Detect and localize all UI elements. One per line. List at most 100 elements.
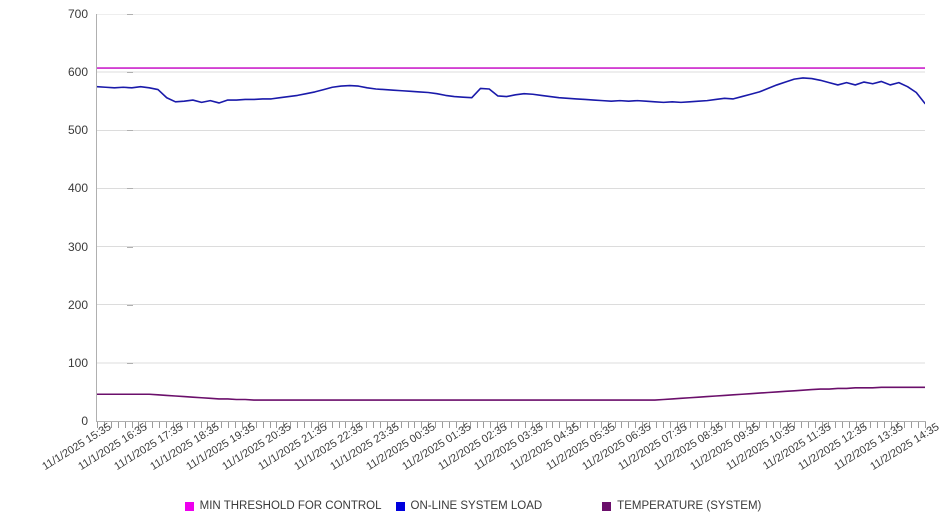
x-axis-minor-tick — [593, 422, 595, 428]
x-axis-minor-tick — [124, 422, 126, 428]
x-axis-minor-tick — [276, 422, 278, 428]
x-axis-minor-tick — [421, 422, 423, 428]
y-axis-tick-mark — [127, 130, 133, 132]
x-axis-minor-tick — [117, 422, 119, 428]
x-axis-minor-tick — [704, 422, 706, 428]
x-axis-minor-tick — [869, 422, 871, 428]
legend-color-swatch — [184, 501, 194, 511]
x-axis-minor-tick — [352, 422, 354, 428]
x-axis-minor-tick — [635, 422, 637, 428]
x-axis-minor-tick — [186, 422, 188, 428]
x-axis-minor-tick — [469, 422, 471, 428]
x-axis-minor-tick — [925, 422, 926, 428]
x-axis-minor-tick — [269, 422, 271, 428]
x-axis-minor-tick — [103, 422, 105, 428]
chart-legend: MIN THRESHOLD FOR CONTROL ON-LINE SYSTEM … — [0, 496, 946, 516]
x-axis-tick-labels: 11/1/2025 15:35 11/1/2025 16:35 11/1/2025 … — [0, 421, 946, 491]
x-axis-minor-tick — [331, 422, 333, 428]
x-axis-minor-tick — [614, 422, 616, 428]
x-axis-minor-tick — [359, 422, 361, 428]
x-axis-minor-tick — [814, 422, 816, 428]
x-axis-minor-tick — [545, 422, 547, 428]
x-axis-minor-tick — [683, 422, 685, 428]
x-axis-minor-tick — [821, 422, 823, 428]
x-axis-minor-tick — [849, 422, 851, 428]
x-axis-minor-tick — [317, 422, 319, 428]
x-axis-minor-tick — [745, 422, 747, 428]
x-axis-minor-tick — [131, 422, 133, 428]
x-axis-minor-tick — [793, 422, 795, 428]
x-axis-minor-tick — [607, 422, 609, 428]
y-axis-tick-label: 400 — [67, 181, 88, 196]
x-axis-minor-tick — [235, 422, 236, 428]
x-axis-minor-tick — [345, 422, 347, 428]
x-axis-minor-tick — [200, 422, 202, 428]
x-axis-minor-tick — [718, 422, 719, 428]
x-axis-minor-tick — [759, 422, 761, 428]
x-axis-minor-tick — [883, 422, 885, 428]
y-axis-tick-label: 100 — [67, 355, 88, 370]
y-axis-tick-mark — [127, 246, 133, 248]
plot-area — [97, 14, 925, 421]
y-axis-tick-mark — [127, 14, 133, 15]
x-axis-minor-tick — [283, 422, 285, 428]
x-axis-minor-tick — [290, 422, 292, 428]
x-axis-minor-tick — [752, 422, 754, 428]
x-axis-minor-tick — [324, 422, 326, 428]
x-axis-minor-tick — [428, 422, 430, 428]
y-axis-tick-label: 0 — [81, 414, 88, 428]
legend-item[interactable]: MIN THRESHOLD FOR CONTROL — [184, 500, 382, 512]
x-axis-minor-tick — [580, 422, 581, 428]
x-axis-minor-tick — [310, 422, 312, 428]
x-axis-minor-tick — [228, 422, 230, 428]
x-axis-minor-tick — [918, 422, 920, 428]
x-axis-minor-ticks — [97, 422, 926, 428]
x-axis-minor-tick — [511, 422, 512, 428]
series-line — [97, 77, 925, 105]
x-axis-minor-tick — [552, 422, 554, 428]
x-axis-minor-tick — [766, 422, 768, 428]
legend-color-swatch — [395, 501, 405, 511]
x-axis-minor-tick — [255, 422, 257, 428]
x-axis-minor-tick — [669, 422, 671, 428]
x-axis-minor-tick — [897, 422, 899, 428]
x-axis-minor-tick — [386, 422, 388, 428]
x-axis-minor-tick — [379, 422, 381, 428]
x-axis-minor-tick — [828, 422, 830, 428]
x-axis-minor-tick — [655, 422, 657, 428]
x-axis-minor-tick — [366, 422, 368, 428]
x-axis-minor-tick — [442, 422, 443, 428]
x-axis-minor-tick — [628, 422, 630, 428]
legend-label: ON-LINE SYSTEM LOAD — [410, 500, 543, 512]
x-axis-minor-tick — [862, 422, 864, 428]
x-axis-minor-tick — [842, 422, 844, 428]
y-axis-tick-labels: 700 600 500 400 300 200 100 0 — [36, 0, 133, 440]
legend-item[interactable]: ON-LINE SYSTEM LOAD — [395, 500, 543, 512]
x-axis-minor-tick — [676, 422, 678, 428]
x-axis-minor-tick — [455, 422, 457, 428]
x-axis-minor-tick — [600, 422, 602, 428]
x-axis-minor-tick — [566, 422, 568, 428]
x-axis-minor-tick — [531, 422, 533, 428]
x-axis-minor-tick — [138, 422, 140, 428]
y-axis-tick-mark — [127, 188, 133, 190]
x-axis-minor-tick — [97, 422, 98, 428]
x-axis-minor-tick — [497, 422, 499, 428]
x-axis-minor-tick — [524, 422, 526, 428]
x-axis-minor-tick — [517, 422, 519, 428]
x-axis-minor-tick — [662, 422, 664, 428]
x-axis-minor-tick — [890, 422, 892, 428]
x-axis-minor-tick — [166, 422, 167, 428]
legend-item[interactable]: TEMPERATURE (SYSTEM) — [602, 500, 761, 512]
x-axis-minor-tick — [490, 422, 492, 428]
y-axis-tick-mark — [127, 72, 133, 74]
x-axis-minor-tick — [179, 422, 181, 428]
y-axis-tick-label: 600 — [67, 65, 88, 80]
x-axis-minor-tick — [241, 422, 243, 428]
y-axis-line — [96, 14, 97, 422]
x-axis-minor-tick — [400, 422, 402, 428]
x-axis-minor-tick — [504, 422, 506, 428]
x-axis-minor-tick — [145, 422, 147, 428]
y-axis-tick-label: 300 — [67, 239, 88, 254]
x-axis-minor-tick — [904, 422, 906, 428]
